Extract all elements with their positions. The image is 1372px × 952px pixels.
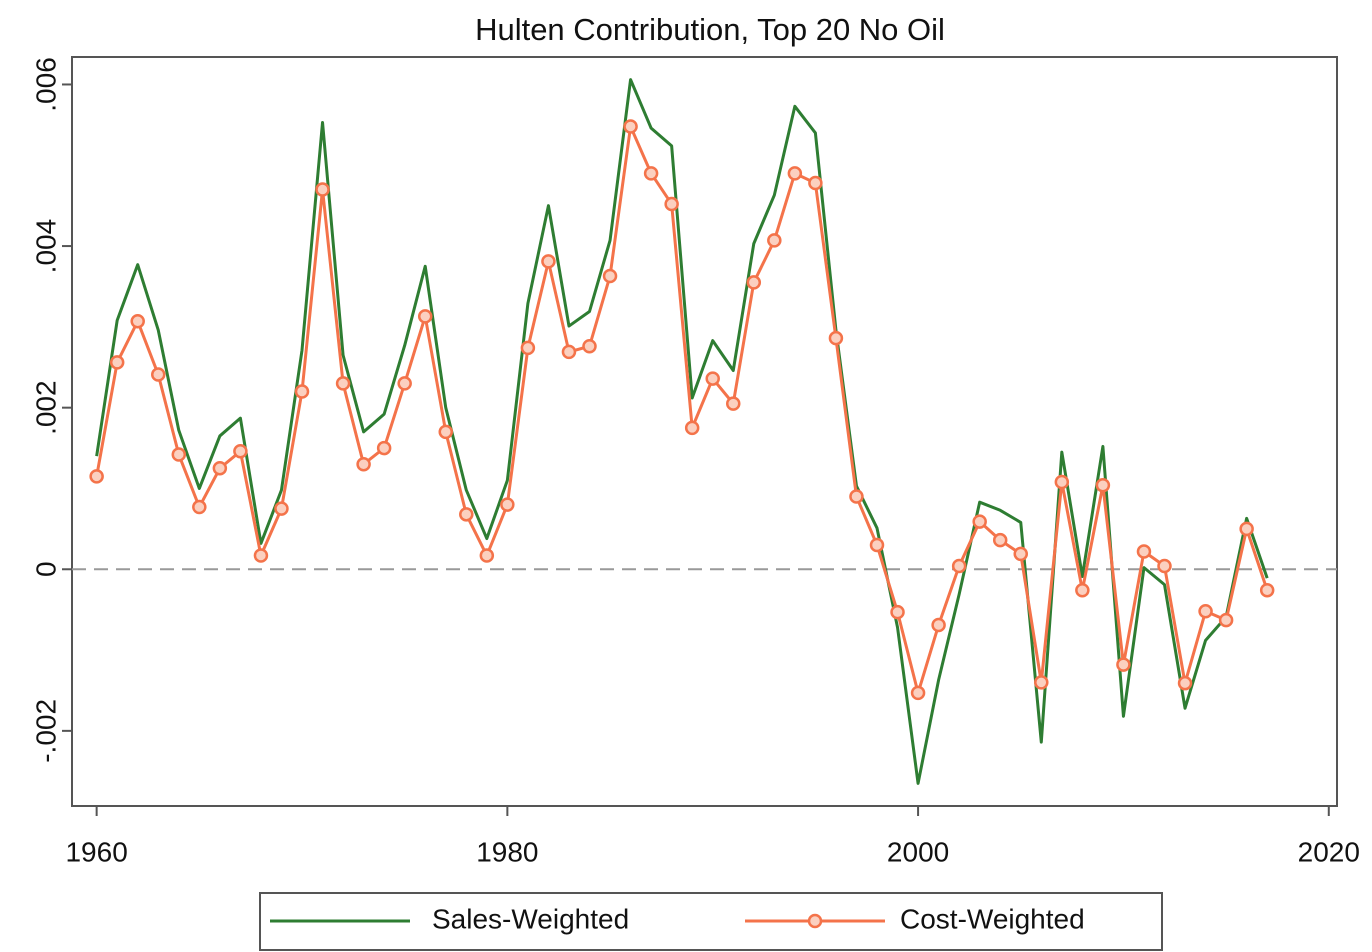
series-line — [95, 124, 1269, 695]
x-tick-label: 2000 — [887, 836, 949, 867]
point — [479, 548, 495, 563]
point — [1136, 544, 1152, 559]
point — [992, 532, 1008, 548]
point — [335, 376, 351, 391]
point — [890, 604, 905, 620]
point — [1218, 612, 1234, 628]
y-tick-label: 0 — [30, 561, 61, 577]
point — [561, 344, 577, 360]
point — [623, 119, 638, 134]
point — [582, 339, 597, 354]
point — [1054, 474, 1070, 490]
point — [951, 558, 967, 574]
point — [1177, 675, 1193, 691]
point — [828, 330, 844, 346]
point — [376, 440, 392, 456]
y-tick-label: -.002 — [30, 699, 61, 763]
point — [746, 275, 762, 290]
point — [787, 166, 803, 181]
plot-frame — [71, 56, 1338, 807]
point — [212, 461, 228, 476]
y-tick-label: .002 — [30, 380, 61, 435]
point — [664, 196, 679, 212]
point — [602, 268, 618, 284]
x-tick-label: 1960 — [65, 836, 127, 867]
point — [1075, 583, 1090, 598]
point — [192, 499, 207, 515]
point — [233, 444, 248, 459]
y-tick-label: .004 — [30, 219, 61, 274]
point — [1013, 546, 1028, 562]
point — [109, 355, 125, 370]
point — [520, 340, 536, 356]
point — [808, 175, 823, 191]
legend-box — [259, 892, 1163, 951]
point — [1116, 657, 1131, 672]
point — [972, 514, 987, 529]
point — [274, 501, 289, 516]
point — [397, 376, 412, 391]
point — [705, 371, 720, 386]
point — [151, 367, 166, 382]
point — [1034, 675, 1049, 690]
point — [1157, 558, 1172, 574]
point — [294, 384, 310, 399]
point — [767, 233, 782, 248]
chart-title: Hulten Contribution, Top 20 No Oil — [475, 12, 945, 47]
point — [849, 489, 864, 504]
point — [726, 396, 741, 411]
y-tick-label: .006 — [30, 57, 61, 112]
point — [1239, 521, 1254, 537]
point — [1198, 604, 1213, 619]
series-line — [95, 78, 1269, 785]
point — [684, 420, 700, 436]
point — [1259, 583, 1275, 598]
point — [643, 166, 659, 181]
point — [1095, 477, 1111, 493]
point — [253, 548, 269, 563]
point — [500, 497, 515, 512]
point — [130, 313, 145, 329]
point — [417, 309, 433, 324]
legend-label: Sales-Weighted — [432, 903, 629, 934]
point — [910, 685, 926, 701]
point — [459, 507, 474, 522]
point — [356, 456, 371, 472]
point — [931, 617, 946, 633]
point — [869, 537, 885, 553]
point — [541, 254, 556, 269]
point — [171, 447, 187, 462]
x-tick-label: 2020 — [1298, 836, 1360, 867]
point — [438, 424, 453, 440]
legend-marker — [807, 913, 823, 929]
legend-label: Cost-Weighted — [900, 903, 1085, 934]
point — [315, 182, 330, 197]
x-tick-label: 1980 — [476, 836, 538, 867]
point — [89, 469, 104, 484]
